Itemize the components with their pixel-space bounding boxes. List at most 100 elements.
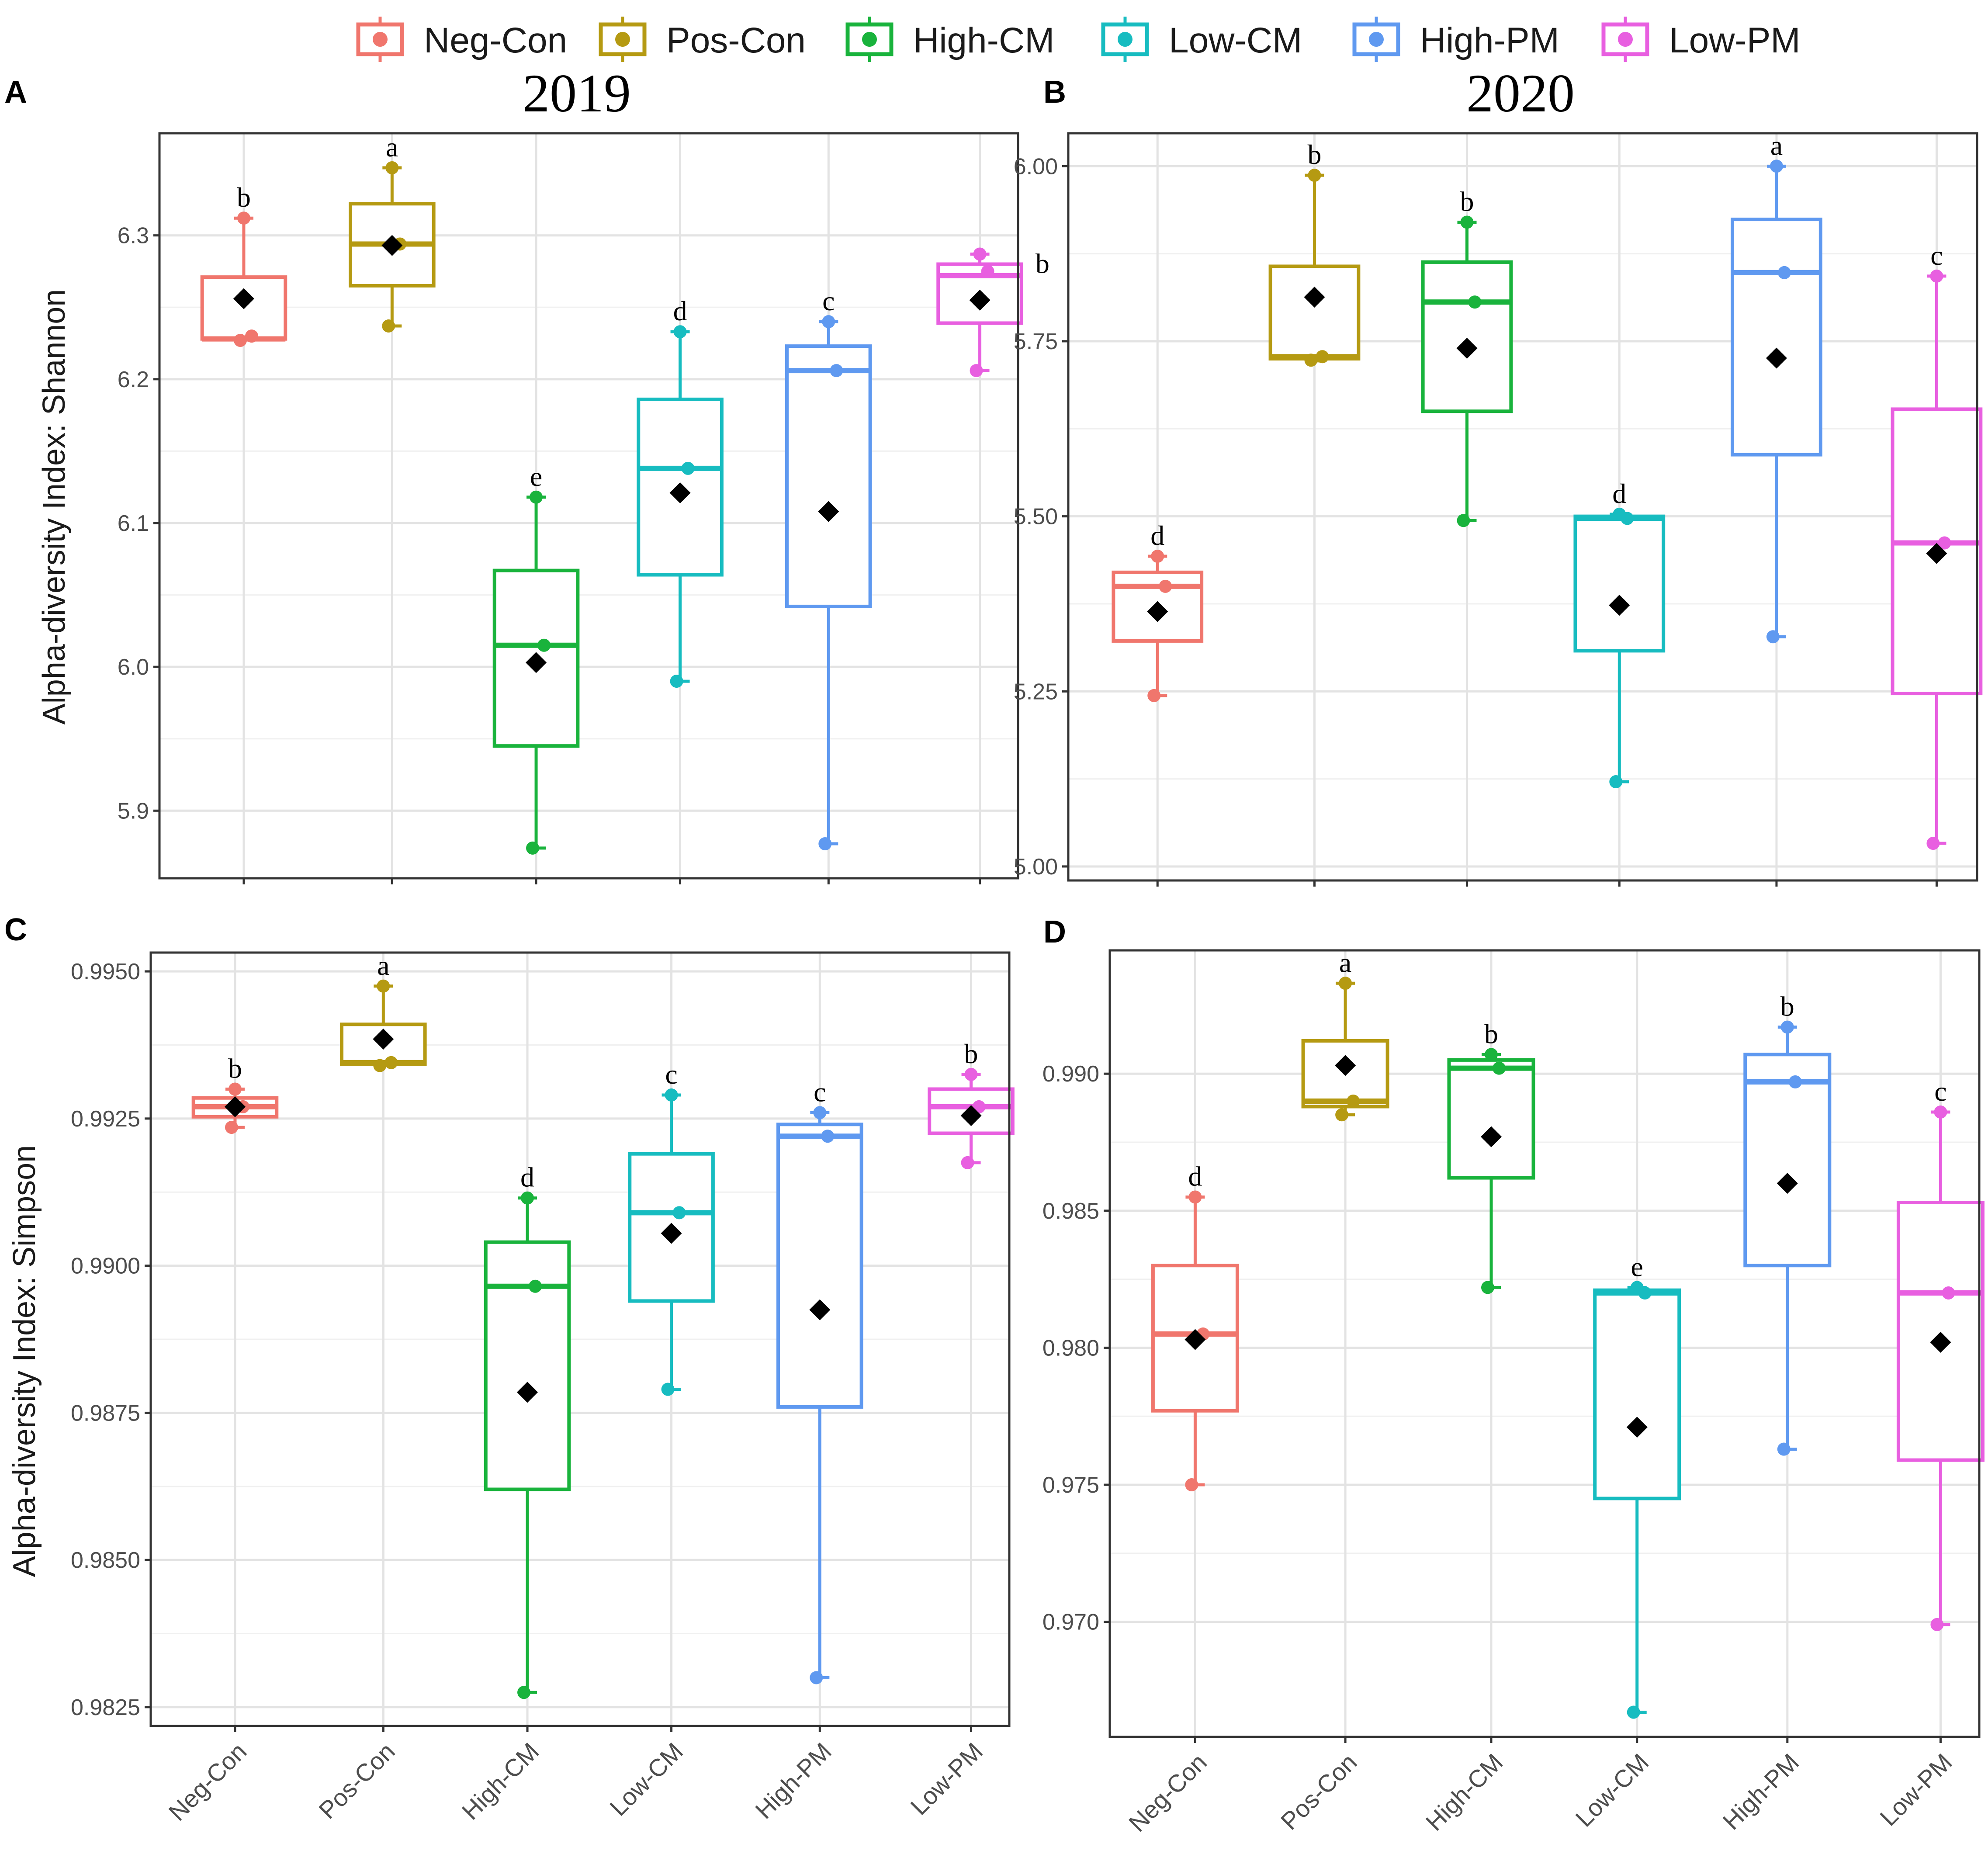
box xyxy=(1268,264,1361,361)
data-point xyxy=(1147,689,1161,702)
x-tick-label: Low-CM xyxy=(1570,1748,1654,1832)
mean-marker xyxy=(818,501,839,522)
data-point xyxy=(529,1279,542,1293)
box-group-high-cm: d xyxy=(484,1162,571,1699)
data-point xyxy=(1638,1286,1652,1300)
mean-marker xyxy=(233,288,254,309)
data-point xyxy=(1304,353,1318,367)
panel-letter-d: D xyxy=(1043,915,1066,950)
y-tick-label: 6.00 xyxy=(1014,154,1058,179)
mean-marker xyxy=(661,1223,682,1244)
legend-key-point xyxy=(1618,32,1633,47)
data-point xyxy=(822,315,835,329)
box-group-neg-con: b xyxy=(200,182,287,347)
data-point xyxy=(810,1671,823,1684)
data-point xyxy=(1770,159,1783,173)
y-tick-label: 5.9 xyxy=(118,798,149,824)
plot-background xyxy=(1110,950,1979,1737)
significance-letter: b xyxy=(1307,139,1321,170)
mean-marker xyxy=(526,652,547,673)
y-tick-label: 0.9950 xyxy=(71,959,140,984)
data-point xyxy=(517,1686,531,1699)
box-group-pos-con: a xyxy=(349,132,436,333)
significance-letter: e xyxy=(530,461,542,492)
significance-letter: b xyxy=(1460,186,1474,217)
legend-item-low-cm: Low-CM xyxy=(1101,17,1302,62)
plot-frame xyxy=(149,951,1011,1727)
box xyxy=(1573,514,1666,653)
panel-letter-b: B xyxy=(1043,75,1066,110)
box-group-high-pm: a xyxy=(1731,130,1822,644)
y-tick-label: 6.1 xyxy=(118,511,149,536)
box xyxy=(1593,1288,1681,1501)
data-point xyxy=(1188,1190,1202,1204)
data-point xyxy=(1335,1108,1349,1122)
y-tick-label: 0.9925 xyxy=(71,1106,140,1132)
significance-letter: c xyxy=(1930,240,1943,271)
data-point xyxy=(1934,1105,1947,1119)
y-tick-label: 6.0 xyxy=(118,655,149,680)
box-group-low-pm: b xyxy=(936,247,1049,378)
mean-marker xyxy=(669,482,691,503)
significance-letter: b xyxy=(1780,991,1794,1022)
y-tick-label: 6.3 xyxy=(118,223,149,249)
significance-letter: d xyxy=(1150,520,1164,551)
legend-key-point xyxy=(615,32,630,47)
significance-letter: a xyxy=(1770,130,1783,161)
panel-d-chart: d a b e b c 0.970 0.975 0.980 0.985 0.990 Neg-Con Po… xyxy=(1042,947,1985,1837)
data-point xyxy=(813,1106,827,1119)
year-title-2019: 2019 xyxy=(523,63,631,123)
significance-letter: e xyxy=(1631,1251,1643,1282)
box xyxy=(1421,260,1513,413)
data-point xyxy=(1339,977,1352,990)
x-tick-label: Low-PM xyxy=(905,1737,988,1820)
box-group-high-pm: c xyxy=(785,285,872,851)
significance-letter: d xyxy=(673,295,687,326)
data-point xyxy=(1780,1020,1794,1034)
mean-marker xyxy=(960,1105,982,1126)
mean-marker xyxy=(381,235,403,256)
legend-item-low-pm: Low-PM xyxy=(1601,17,1801,62)
data-point xyxy=(670,675,683,688)
panel-letter-a: A xyxy=(4,75,27,110)
box xyxy=(1743,1053,1832,1268)
legend-item-high-cm: High-CM xyxy=(845,17,1054,62)
legend-key-point xyxy=(373,32,388,47)
plot-frame xyxy=(1108,949,1981,1738)
data-point xyxy=(981,264,994,278)
x-tick-label: High-PM xyxy=(1718,1748,1804,1835)
mean-marker xyxy=(1930,1331,1951,1353)
significance-letter: c xyxy=(665,1059,677,1090)
box-group-low-cm: e xyxy=(1593,1251,1681,1719)
mean-marker xyxy=(1147,601,1168,622)
significance-letter: c xyxy=(1934,1076,1946,1107)
data-point xyxy=(672,1206,686,1220)
data-point xyxy=(1788,1075,1802,1089)
mean-marker xyxy=(1481,1126,1502,1147)
significance-letter: d xyxy=(1188,1161,1202,1192)
significance-letter: b xyxy=(237,182,251,213)
box-group-pos-con: b xyxy=(1268,139,1361,367)
box xyxy=(1447,1058,1535,1180)
plot-background xyxy=(159,133,1018,878)
data-point xyxy=(1930,269,1943,283)
y-tick-label: 0.975 xyxy=(1042,1473,1099,1498)
data-point xyxy=(1481,1281,1495,1294)
data-point xyxy=(530,490,543,504)
plot-frame xyxy=(158,132,1019,880)
data-point xyxy=(1457,514,1470,527)
y-tick-label: 5.50 xyxy=(1014,504,1058,530)
x-tick-label: Low-PM xyxy=(1874,1748,1957,1831)
data-point xyxy=(1766,630,1780,644)
significance-letter: b xyxy=(964,1038,978,1069)
legend-key-box xyxy=(1352,22,1400,56)
mean-marker xyxy=(969,289,991,311)
data-point xyxy=(830,364,843,378)
data-point xyxy=(233,333,247,347)
box-group-low-pm: c xyxy=(1891,240,1983,850)
x-tick-label: Pos-Con xyxy=(313,1737,400,1824)
legend-key-point xyxy=(1118,32,1133,47)
data-point xyxy=(961,1156,974,1169)
x-tick-label: Pos-Con xyxy=(1275,1748,1362,1835)
box-group-low-cm: d xyxy=(637,295,724,688)
